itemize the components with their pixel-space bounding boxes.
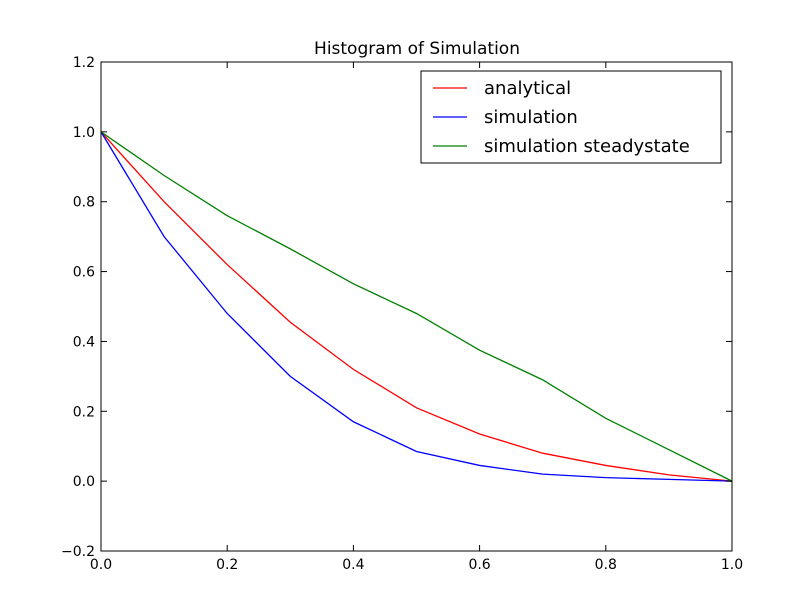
y-tick-label: 0.6: [73, 265, 95, 281]
y-tick-label: 1.2: [73, 55, 95, 71]
legend-box: [420, 70, 722, 164]
series-line-1: [100, 131, 733, 482]
series-line-2: [100, 131, 733, 482]
axis-tick-labels: 0.0 0.2 0.4 0.6 0.8 1.0−0.20.00.20.40.60.81.0…: [61, 55, 743, 573]
series-line-3: [100, 131, 733, 482]
legend-label: simulation: [484, 107, 578, 128]
x-tick-label: 1.0: [721, 557, 743, 573]
x-tick-label: 0.6: [468, 557, 490, 573]
x-tick-label: 0.8: [595, 557, 617, 573]
x-tick-label: 0.2: [216, 557, 238, 573]
plot-frame: [100, 61, 733, 552]
axis-ticks: [100, 61, 733, 552]
plot-lines: [100, 131, 733, 482]
legend-label: simulation steadystate: [484, 136, 690, 157]
legend-label: analytical: [484, 78, 571, 99]
legend: analytical simulation simulation steadysta…: [420, 70, 722, 164]
y-tick-label: 1.0: [73, 125, 95, 141]
chart-title: Histogram of Simulation: [314, 39, 520, 59]
y-tick-label: 0.4: [73, 334, 95, 350]
x-tick-label: 0.4: [342, 557, 364, 573]
y-tick-label: 0.0: [73, 474, 95, 490]
y-tick-label: 0.2: [73, 404, 95, 420]
x-tick-label: 0.0: [90, 557, 112, 573]
y-tick-label: −0.2: [61, 544, 95, 560]
y-tick-label: 0.8: [73, 195, 95, 211]
